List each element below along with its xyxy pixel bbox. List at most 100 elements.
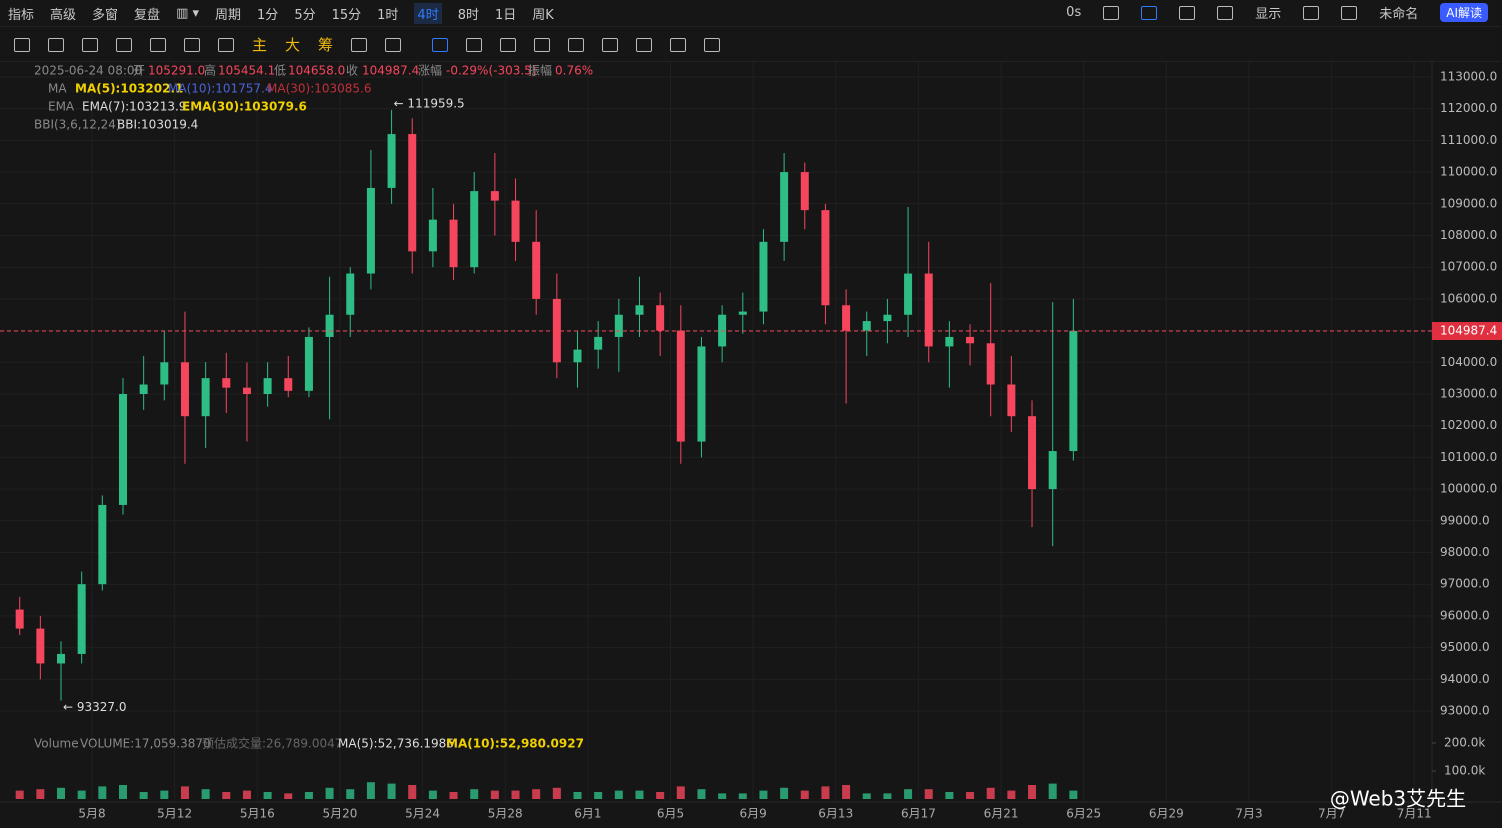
x-tick-label: 7月11	[1397, 807, 1432, 821]
candle-body	[1007, 384, 1016, 417]
volume-bar	[780, 787, 789, 799]
legend: 2025-06-24 08:00 开 105291.0 高 105454.1 低…	[34, 63, 593, 751]
icon[interactable]	[1179, 5, 1196, 20]
tool[interactable]	[116, 37, 132, 52]
volume-bar	[77, 790, 86, 799]
toolbar-item[interactable]: 周期	[215, 7, 242, 23]
candle-body	[945, 336, 954, 347]
volume-bar	[304, 792, 313, 799]
candle-body	[490, 191, 499, 201]
tool[interactable]	[14, 37, 30, 52]
candle-body	[449, 219, 458, 268]
volume-bar	[470, 789, 479, 799]
tool[interactable]	[150, 37, 166, 52]
drawing-toolbar: 主 大 筹	[0, 28, 1502, 62]
toolbar-item[interactable]: 8时	[457, 7, 479, 23]
tool[interactable]	[636, 37, 653, 52]
icon[interactable]	[1141, 5, 1158, 20]
y-tick-label: 97000.0	[1440, 577, 1490, 591]
x-tick-label: 5月16	[240, 807, 275, 821]
right-toolbar: 0s 显示 未命名 AI解读	[1052, 3, 1496, 22]
tool[interactable]	[432, 37, 449, 52]
legend-label: 收	[346, 64, 358, 78]
toolbar-item[interactable]: 1日	[494, 7, 517, 23]
candle-body	[1028, 416, 1037, 490]
y-tick-label: 94000.0	[1440, 672, 1490, 686]
tool[interactable]	[670, 37, 687, 52]
tool[interactable]	[500, 37, 517, 52]
candle-body	[862, 321, 871, 331]
indicator[interactable]: 筹	[318, 36, 334, 54]
candle-body	[263, 378, 272, 394]
toolbar-item[interactable]: 15分	[331, 7, 362, 23]
toolbar-item[interactable]: 4时	[414, 2, 442, 24]
tool[interactable]	[602, 37, 619, 52]
candle-body	[656, 305, 665, 331]
icon[interactable]	[1103, 5, 1120, 20]
display[interactable]: 显示	[1255, 7, 1282, 22]
y-tick-label: 110000.0	[1440, 165, 1497, 179]
legend-value: 104658.0	[288, 64, 345, 78]
candle-body	[201, 378, 210, 417]
extreme-annotation: ← 93327.0	[63, 700, 126, 714]
last-price-label: 104987.4	[1440, 323, 1497, 337]
tool[interactable]	[704, 37, 721, 52]
volume-bar	[139, 792, 148, 799]
layout-name[interactable]: 未命名	[1379, 7, 1419, 22]
candle-body	[738, 311, 747, 315]
y-tick-label: 113000.0	[1440, 70, 1497, 84]
candle-body	[759, 241, 768, 312]
candle-body	[118, 394, 127, 505]
legend-value: 105291.0	[148, 64, 205, 78]
toolbar-item[interactable]: 指标	[8, 7, 35, 23]
tool[interactable]	[351, 37, 368, 52]
legend-value: 105454.1	[218, 64, 275, 78]
tool[interactable]	[184, 37, 200, 52]
candle-body	[284, 378, 293, 391]
toolbar-item[interactable]: 1时	[377, 7, 399, 23]
legend-label: Volume	[34, 737, 79, 751]
toolbar-item[interactable]: 1分	[257, 7, 279, 23]
tool[interactable]	[385, 37, 402, 52]
legend-value: 104987.4	[362, 64, 419, 78]
y-tick-label: 111000.0	[1440, 133, 1497, 147]
toolbar-item[interactable]: 复盘	[134, 7, 161, 23]
volume-bar	[1007, 790, 1016, 799]
volume-bar	[676, 786, 685, 799]
y-tick-label: 100000.0	[1440, 482, 1497, 496]
y-tick-label: 112000.0	[1440, 101, 1497, 115]
chart-style[interactable]: ▥ ▾	[176, 5, 200, 21]
x-tick-label: 6月5	[657, 807, 684, 821]
volume-bar	[924, 789, 933, 799]
volume-bar	[986, 787, 995, 799]
legend-vol: MA(10):52,980.0927	[446, 737, 584, 751]
volume-bar	[201, 789, 210, 799]
indicator[interactable]: 主	[252, 36, 268, 54]
candle-body	[594, 336, 603, 350]
icon[interactable]	[1341, 5, 1358, 20]
tool[interactable]	[534, 37, 551, 52]
volume-bar	[573, 792, 582, 799]
tool[interactable]	[568, 37, 585, 52]
ai-button[interactable]: AI解读	[1440, 3, 1488, 22]
candle-body	[242, 387, 251, 394]
toolbar-item[interactable]: 5分	[294, 7, 316, 23]
toolbar-item[interactable]: 多窗	[92, 7, 119, 23]
volume-bar	[821, 786, 830, 799]
indicator[interactable]: 大	[285, 36, 301, 54]
icon[interactable]	[1303, 5, 1320, 20]
toolbar-item[interactable]: 高级	[50, 7, 77, 23]
x-tick-label: 6月1	[574, 807, 601, 821]
toolbar-item[interactable]: 周K	[532, 7, 554, 23]
tool[interactable]	[466, 37, 483, 52]
legend-label: 振幅	[528, 63, 552, 78]
price-axis-bg	[1432, 62, 1502, 828]
tool[interactable]	[218, 37, 234, 52]
candle-body	[883, 314, 892, 322]
volume-bar	[366, 782, 375, 799]
tool[interactable]	[82, 37, 98, 52]
icon[interactable]	[1217, 5, 1234, 20]
volume-bar	[36, 789, 45, 799]
tool[interactable]	[48, 37, 64, 52]
legend-label: 涨幅	[418, 63, 442, 78]
